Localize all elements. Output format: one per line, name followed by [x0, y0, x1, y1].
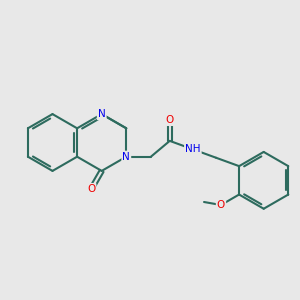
Text: N: N [122, 152, 130, 162]
Text: N: N [98, 109, 106, 119]
Text: O: O [166, 115, 174, 125]
Text: NH: NH [185, 144, 201, 154]
Text: O: O [87, 184, 95, 194]
Text: O: O [217, 200, 225, 210]
